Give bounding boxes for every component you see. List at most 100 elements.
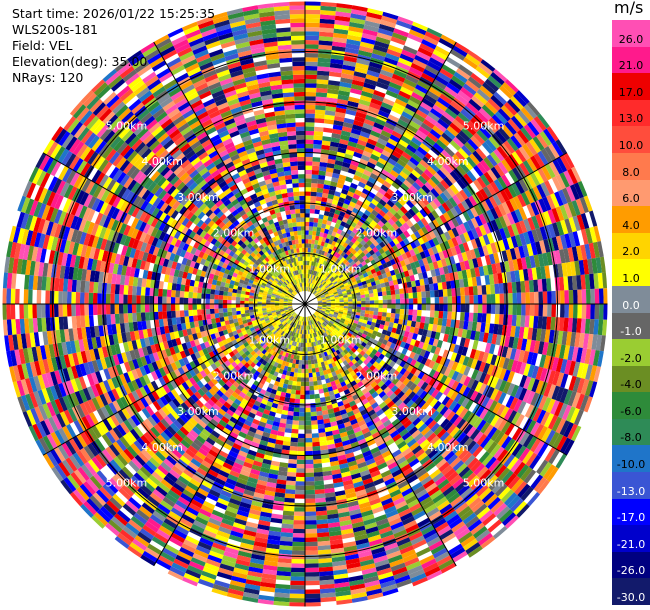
range-gate — [307, 256, 310, 261]
range-gate — [433, 283, 439, 291]
range-gate — [446, 388, 455, 399]
range-gate — [481, 284, 487, 295]
range-gate — [359, 94, 372, 103]
range-gate — [305, 143, 314, 149]
range-gate — [375, 244, 383, 251]
range-gate — [525, 339, 532, 352]
range-gate — [442, 249, 450, 259]
range-gate — [451, 380, 460, 391]
range-gate — [339, 297, 344, 301]
range-gate — [422, 271, 428, 279]
range-gate — [593, 366, 602, 383]
range-gate — [452, 403, 462, 414]
range-gate — [401, 151, 412, 161]
range-gate — [331, 316, 337, 320]
range-gate — [411, 345, 419, 354]
range-gate — [343, 349, 349, 355]
range-gate — [305, 576, 320, 582]
range-gate — [345, 176, 354, 183]
range-gate — [410, 233, 418, 242]
range-gate — [373, 311, 379, 316]
range-gate — [447, 359, 455, 370]
range-gate — [516, 304, 522, 316]
range-gate — [407, 391, 417, 400]
range-gate — [514, 112, 528, 127]
range-gate — [334, 263, 340, 269]
range-gate — [390, 313, 396, 319]
range-gate — [537, 279, 543, 292]
range-gate — [289, 593, 305, 599]
range-gate — [317, 315, 322, 320]
range-gate — [460, 108, 473, 121]
range-gate — [360, 378, 368, 385]
range-gate — [311, 239, 316, 245]
range-gate — [362, 28, 378, 37]
range-gate — [498, 356, 506, 369]
range-gate — [305, 139, 314, 145]
range-gate — [394, 398, 403, 407]
range-gate — [404, 211, 413, 220]
range-gate — [594, 304, 600, 320]
range-gate — [343, 308, 349, 311]
range-gate — [355, 62, 369, 70]
range-gate — [290, 437, 298, 443]
range-gate — [335, 276, 341, 282]
range-gate — [406, 199, 415, 209]
range-gate — [305, 113, 315, 119]
range-gate — [539, 130, 552, 147]
range-gate — [361, 322, 367, 328]
range-gate — [508, 169, 519, 183]
range-gate — [333, 293, 339, 297]
range-gate — [571, 275, 578, 290]
range-gate — [438, 251, 445, 260]
range-gate — [315, 196, 322, 202]
range-gate — [436, 324, 442, 333]
range-gate — [589, 226, 598, 243]
range-gate — [285, 423, 293, 429]
range-gate — [357, 139, 368, 147]
range-gate — [354, 356, 361, 362]
range-gate — [293, 411, 300, 417]
range-gate — [319, 166, 327, 172]
range-gate — [388, 207, 397, 216]
range-gate — [407, 269, 414, 276]
range-gate — [332, 41, 347, 48]
range-gate — [444, 326, 451, 335]
range-gate — [352, 227, 359, 234]
range-gate — [418, 259, 425, 267]
range-gate — [330, 319, 335, 323]
range-gate — [466, 219, 476, 231]
range-gate — [560, 358, 568, 374]
range-gate — [382, 126, 394, 135]
range-gate — [466, 170, 477, 182]
range-gate — [423, 322, 429, 331]
range-gate — [427, 247, 435, 256]
range-gate — [357, 271, 363, 277]
range-gate — [403, 258, 411, 266]
range-gate — [421, 414, 431, 424]
range-gate — [337, 290, 343, 294]
range-gate — [347, 235, 354, 241]
range-gate — [398, 382, 406, 391]
range-gate — [361, 269, 367, 275]
range-gate — [324, 118, 335, 125]
range-gate — [343, 273, 349, 279]
range-gate — [551, 141, 564, 157]
range-gate — [399, 115, 412, 125]
range-gate — [383, 191, 393, 200]
range-gate — [335, 258, 341, 264]
range-gate — [416, 285, 422, 293]
range-gate — [344, 341, 351, 347]
range-gate — [475, 405, 485, 418]
range-gate — [466, 208, 475, 220]
range-gate — [300, 377, 305, 382]
range-gate — [332, 168, 341, 175]
range-gate — [488, 477, 502, 491]
range-gate — [505, 249, 513, 261]
range-gate — [389, 342, 396, 350]
range-gate — [403, 179, 413, 189]
range-gate — [349, 88, 363, 95]
range-gate — [322, 304, 327, 307]
range-gate — [434, 391, 443, 401]
range-gate — [364, 275, 370, 281]
